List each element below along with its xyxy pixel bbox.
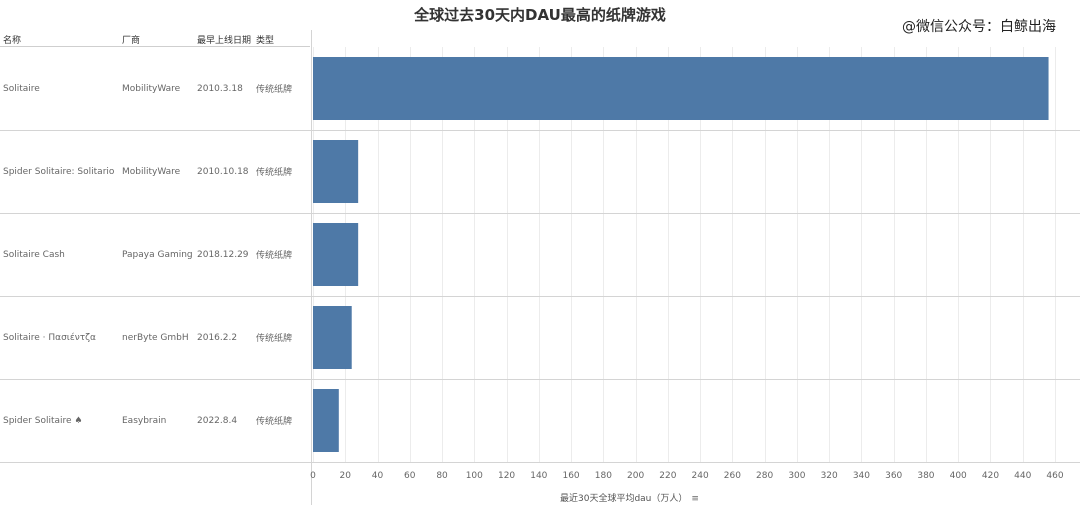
- bar: [313, 389, 339, 452]
- x-tick-label: 200: [627, 471, 644, 481]
- row-type: 传统纸牌: [256, 85, 293, 95]
- table-row: Spider Solitaire ♠ Easybrain 2022.8.4 传统…: [0, 379, 310, 462]
- x-tick-label: 140: [530, 471, 547, 481]
- x-tick-label: 380: [917, 471, 934, 481]
- x-axis-title: 最近30天全球平均dau（万人）: [560, 494, 688, 504]
- x-tick-label: 360: [885, 471, 902, 481]
- row-vendor: MobilityWare: [122, 83, 181, 94]
- table-row: Spider Solitaire: Solitario MobilityWare…: [0, 130, 310, 213]
- x-tick-label: 460: [1046, 471, 1063, 481]
- x-axis-title-wrap: 最近30天全球平均dau（万人） ≡: [560, 491, 699, 504]
- bar: [313, 223, 359, 286]
- x-tick-label: 240: [692, 471, 709, 481]
- x-tick-label: 40: [372, 471, 384, 481]
- bar: [313, 57, 1049, 120]
- chart-title: 全球过去30天内DAU最高的纸牌游戏: [414, 6, 666, 24]
- row-type: 传统纸牌: [256, 251, 293, 261]
- x-tick-label: 160: [562, 471, 579, 481]
- header-vendor: 厂商: [122, 36, 141, 46]
- bar: [313, 306, 352, 369]
- x-tick-label: 220: [659, 471, 676, 481]
- sort-descending-icon[interactable]: ≡: [691, 494, 699, 504]
- row-name: Solitaire · Πασιέντζα: [3, 332, 96, 343]
- row-vendor: nerByte GmbH: [122, 332, 189, 343]
- row-type: 传统纸牌: [256, 334, 293, 344]
- x-tick-label: 400: [950, 471, 967, 481]
- header-type: 类型: [256, 36, 275, 46]
- x-tick-label: 320: [821, 471, 838, 481]
- row-name: Solitaire Cash: [3, 249, 65, 260]
- row-vendor: MobilityWare: [122, 166, 181, 177]
- row-type: 传统纸牌: [256, 417, 293, 427]
- row-date: 2022.8.4: [197, 415, 238, 426]
- x-tick-label: 280: [756, 471, 773, 481]
- x-tick-label: 260: [724, 471, 741, 481]
- row-type: 传统纸牌: [256, 168, 293, 178]
- x-tick-label: 120: [498, 471, 515, 481]
- row-date: 2018.12.29: [197, 249, 249, 260]
- row-date: 2016.2.2: [197, 332, 238, 343]
- x-tick-label: 300: [788, 471, 805, 481]
- x-tick-label: 80: [436, 471, 448, 481]
- x-tick-label: 440: [1014, 471, 1031, 481]
- row-date: 2010.10.18: [197, 166, 249, 177]
- bar: [313, 140, 359, 203]
- row-vendor: Papaya Gaming: [122, 249, 193, 260]
- x-tick-label: 180: [595, 471, 612, 481]
- table-row: Solitaire MobilityWare 2010.3.18 传统纸牌: [0, 47, 310, 130]
- x-tick-label: 420: [982, 471, 999, 481]
- table-row: Solitaire Cash Papaya Gaming 2018.12.29 …: [0, 213, 310, 296]
- x-tick-label: 60: [404, 471, 416, 481]
- x-tick-label: 340: [853, 471, 870, 481]
- x-tick-label: 20: [340, 471, 352, 481]
- table-row: Solitaire · Πασιέντζα nerByte GmbH 2016.…: [0, 296, 310, 379]
- row-name: Spider Solitaire ♠: [3, 415, 83, 426]
- row-name: Spider Solitaire: Solitario: [3, 166, 115, 177]
- header-date: 最早上线日期: [197, 36, 252, 46]
- row-name: Solitaire: [3, 83, 40, 94]
- header-name: 名称: [3, 36, 22, 46]
- row-vendor: Easybrain: [122, 415, 167, 426]
- watermark: @微信公众号：白鲸出海: [902, 19, 1056, 35]
- row-date: 2010.3.18: [197, 83, 243, 94]
- x-tick-label: 100: [466, 471, 483, 481]
- x-tick-label: 0: [310, 471, 316, 481]
